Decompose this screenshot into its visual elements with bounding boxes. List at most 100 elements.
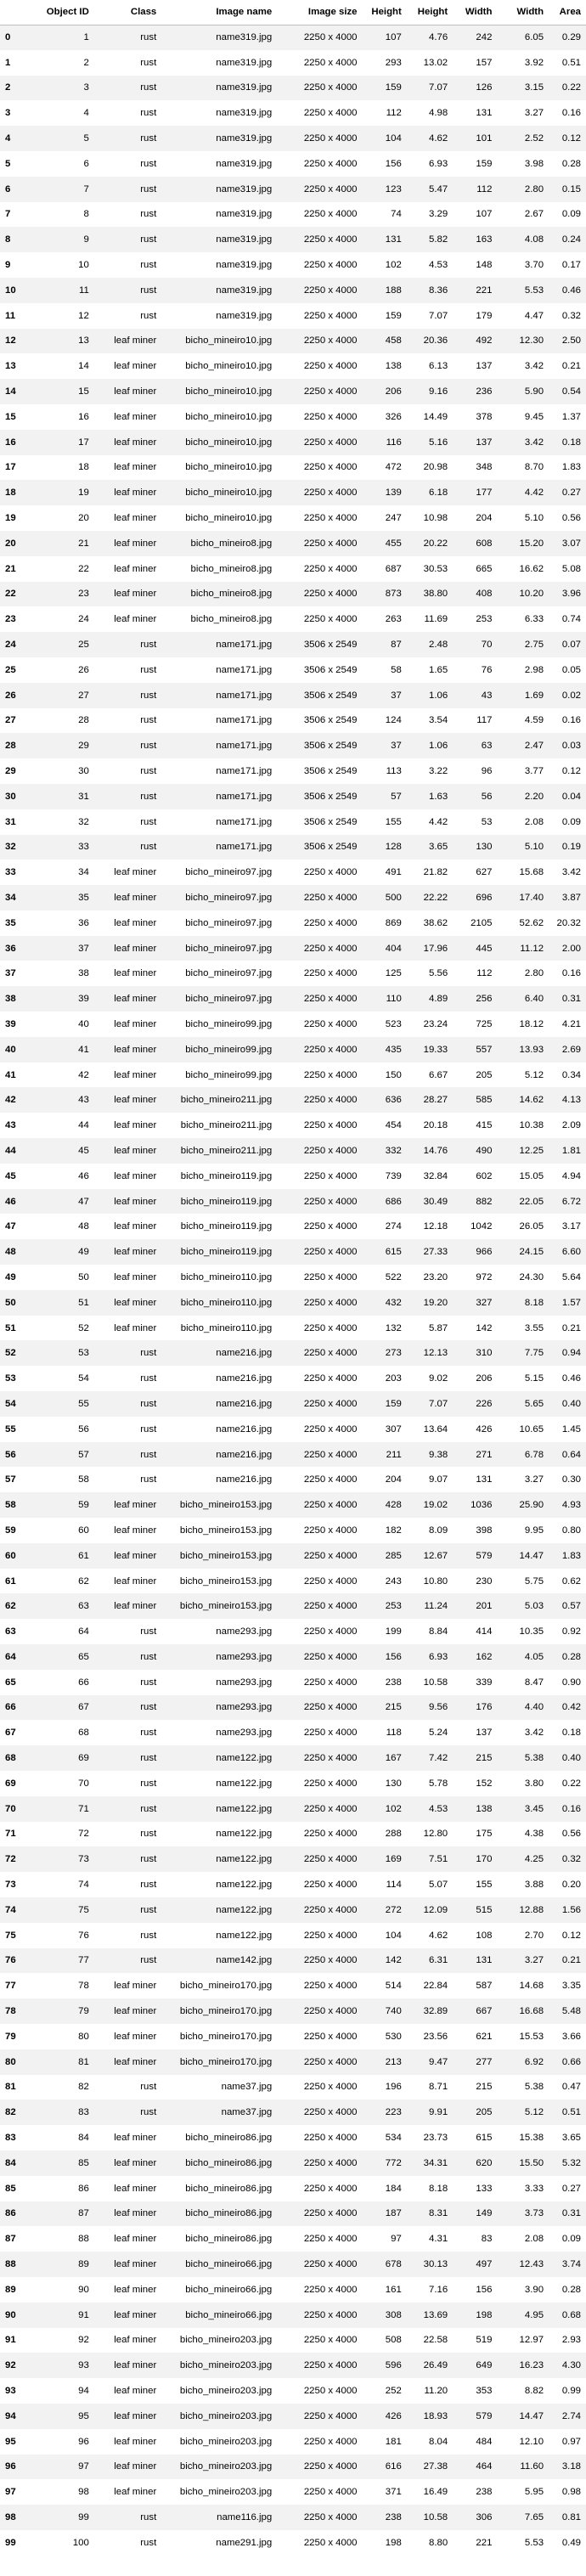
image-name-cell: name171.jpg xyxy=(216,640,273,651)
table-row: 62 63 leaf miner bicho_mineiro153.jpg 2250 x… xyxy=(0,1593,586,1620)
width-pct-cell: 25.90 xyxy=(519,1500,544,1511)
image-name-cell: bicho_mineiro170.jpg xyxy=(179,1981,273,1992)
image-size-cell: 2250 x 4000 xyxy=(303,943,358,954)
area-cell: 0.22 xyxy=(561,82,581,93)
height-px-cell: 155 xyxy=(385,816,402,827)
area-cell: 4.93 xyxy=(561,1500,581,1511)
class-cell: rust xyxy=(140,285,157,296)
image-size-cell: 2250 x 4000 xyxy=(303,1423,358,1435)
image-name-cell: bicho_mineiro97.jpg xyxy=(185,943,273,954)
table-row: 52 53 rust name216.jpg 2250 x 4000 273 12.13 31… xyxy=(0,1340,586,1367)
area-cell: 0.46 xyxy=(561,285,581,296)
table-row: 73 74 rust name122.jpg 2250 x 4000 114 5.07 155… xyxy=(0,1872,586,1897)
class-cell: rust xyxy=(140,1398,157,1409)
image-size-cell: 2250 x 4000 xyxy=(303,1500,358,1511)
image-name-cell: name216.jpg xyxy=(216,1449,273,1460)
row-index-cell: 74 xyxy=(5,1904,16,1915)
object-id-cell: 31 xyxy=(78,791,89,802)
height-px-cell: 308 xyxy=(385,2309,402,2320)
class-cell: leaf miner xyxy=(114,2031,157,2042)
row-index-cell: 68 xyxy=(5,1753,16,1764)
image-size-cell: 2250 x 4000 xyxy=(303,2183,358,2194)
area-cell: 0.56 xyxy=(561,513,581,524)
width-pct-header: Width xyxy=(497,0,549,25)
class-cell: rust xyxy=(140,158,157,169)
width-pct-cell: 11.60 xyxy=(520,2461,544,2472)
table-row: 81 82 rust name37.jpg 2250 x 4000 196 8.71 215 5… xyxy=(0,2074,586,2100)
width-pct-cell: 3.70 xyxy=(524,260,544,271)
height-px-cell: 102 xyxy=(385,1803,402,1814)
table-row: 16 17 leaf miner bicho_mineiro10.jpg 2250 x … xyxy=(0,429,586,455)
object-id-cell: 63 xyxy=(78,1601,89,1612)
class-cell: rust xyxy=(140,1651,157,1662)
image-name-cell: name122.jpg xyxy=(216,1829,273,1840)
image-size-cell: 2250 x 4000 xyxy=(303,260,358,271)
table-row: 42 43 leaf miner bicho_mineiro211.jpg 2250 x… xyxy=(0,1087,586,1113)
object-id-cell: 4 xyxy=(83,108,89,119)
area-cell: 0.47 xyxy=(561,2082,581,2093)
height-px-cell: 596 xyxy=(385,2360,402,2371)
table-row: 10 11 rust name319.jpg 2250 x 4000 188 8.36 221… xyxy=(0,277,586,303)
image-name-cell: name122.jpg xyxy=(216,1930,273,1941)
height-px-cell: 169 xyxy=(385,1854,402,1865)
row-index-cell: 48 xyxy=(5,1247,16,1258)
row-index-cell: 88 xyxy=(5,2259,16,2270)
class-cell: leaf miner xyxy=(114,1221,157,1232)
width-px-cell: 277 xyxy=(476,2056,493,2067)
height-px-cell: 432 xyxy=(385,1297,402,1308)
area-cell: 0.30 xyxy=(561,1474,581,1485)
class-cell: rust xyxy=(140,664,157,675)
object-id-cell: 40 xyxy=(78,1018,89,1029)
width-px-cell: 83 xyxy=(481,2234,493,2245)
table-row: 13 14 leaf miner bicho_mineiro10.jpg 2250 x … xyxy=(0,353,586,380)
table-row: 71 72 rust name122.jpg 2250 x 4000 288 12.80 17… xyxy=(0,1821,586,1847)
object-id-cell: 76 xyxy=(78,1930,89,1941)
image-size-cell: 2250 x 4000 xyxy=(303,614,358,625)
height-px-cell: 159 xyxy=(385,1398,402,1409)
row-index-cell: 17 xyxy=(5,462,16,473)
image-size-cell: 3506 x 2549 xyxy=(303,741,358,752)
width-pct-cell: 4.59 xyxy=(524,715,544,726)
width-px-cell: 725 xyxy=(476,1018,493,1029)
area-cell: 0.09 xyxy=(561,816,581,827)
image-size-cell: 2250 x 4000 xyxy=(303,1728,358,1739)
object-id-cell: 80 xyxy=(78,2031,89,2042)
width-px-cell: 221 xyxy=(476,2537,493,2548)
width-px-cell: 579 xyxy=(476,2410,493,2421)
object-id-cell: 83 xyxy=(78,2107,89,2118)
height-pct-cell: 4.98 xyxy=(428,108,448,119)
width-px-cell: 627 xyxy=(476,867,493,878)
height-pct-cell: 1.65 xyxy=(428,664,448,675)
class-cell: leaf miner xyxy=(114,867,157,878)
height-pct-cell: 7.07 xyxy=(428,310,448,321)
height-pct-cell: 4.76 xyxy=(428,32,448,43)
object-id-cell: 68 xyxy=(78,1728,89,1739)
image-name-cell: bicho_mineiro153.jpg xyxy=(179,1500,273,1511)
height-pct-cell: 8.31 xyxy=(428,2208,448,2219)
class-cell: rust xyxy=(140,1474,157,1485)
object-id-cell: 27 xyxy=(78,690,89,701)
width-px-cell: 230 xyxy=(476,1575,493,1587)
object-id-cell: 49 xyxy=(78,1247,89,1258)
width-px-cell: 108 xyxy=(476,1930,493,1941)
height-pct-cell: 4.42 xyxy=(428,816,448,827)
object-id-cell: 25 xyxy=(78,640,89,651)
height-px-cell: 131 xyxy=(385,234,402,245)
image-size-cell: 2250 x 4000 xyxy=(303,335,358,347)
object-id-cell: 54 xyxy=(78,1373,89,1384)
object-id-cell: 74 xyxy=(78,1880,89,1891)
width-px-cell: 615 xyxy=(476,2133,493,2144)
object-id-cell: 66 xyxy=(78,1677,89,1688)
image-name-cell: bicho_mineiro203.jpg xyxy=(179,2461,273,2472)
width-pct-cell: 5.38 xyxy=(524,1753,544,1764)
row-index-cell: 9 xyxy=(5,260,11,271)
object-id-cell: 21 xyxy=(78,538,89,549)
width-px-cell: 63 xyxy=(481,741,493,752)
class-cell: leaf miner xyxy=(114,1575,157,1587)
height-px-cell: 223 xyxy=(385,2107,402,2118)
object-id-cell: 6 xyxy=(83,158,89,169)
height-pct-cell: 4.89 xyxy=(428,994,448,1005)
image-size-cell: 2250 x 4000 xyxy=(303,867,358,878)
object-id-cell: 59 xyxy=(78,1500,89,1511)
row-index-cell: 38 xyxy=(5,994,16,1005)
